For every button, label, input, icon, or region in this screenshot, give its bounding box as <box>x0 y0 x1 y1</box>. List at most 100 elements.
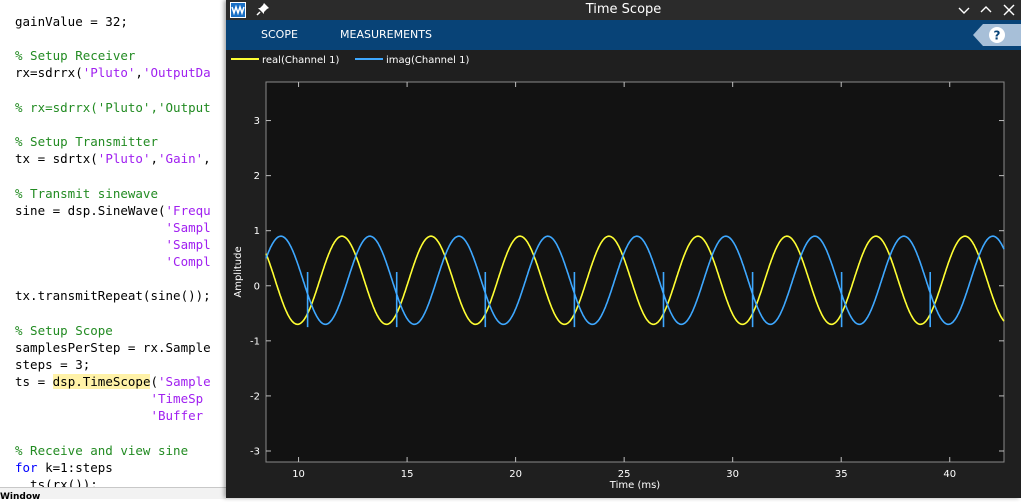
code-editor[interactable]: gainValue = 32; % Setup Receiver rx=sdrrx(… <box>0 0 226 498</box>
code-line: % Setup Scope <box>15 322 113 339</box>
command-window-label: Window <box>0 492 41 502</box>
code-token: , <box>150 151 159 167</box>
y-tick-label: -2 <box>250 391 260 402</box>
code-token: 'Sample <box>158 374 211 390</box>
toolstrip: SCOPE MEASUREMENTS ? <box>226 20 1021 50</box>
y-tick-label: 3 <box>254 116 260 127</box>
legend-swatch-imag <box>355 58 383 60</box>
code-token: 'TimeSp <box>150 391 204 407</box>
code-line: 'Compl <box>15 253 211 270</box>
code-line: tx = sdrtx('Pluto','Gain', <box>15 150 211 167</box>
maximize-chevron-icon[interactable] <box>978 2 994 18</box>
y-tick-label: 1 <box>254 226 260 237</box>
code-token: ( <box>150 374 159 390</box>
code-token: 'Sampl <box>165 219 211 235</box>
code-token: , <box>135 65 143 81</box>
tab-measurements[interactable]: MEASUREMENTS <box>340 28 432 41</box>
code-token: % Setup Transmitter <box>15 134 158 150</box>
series-layer <box>265 235 1005 328</box>
axis-ticks: 10 15 20 25 30 35 40 -3 -2 -1 0 1 2 3 <box>250 82 1004 480</box>
title-bar[interactable]: Time Scope <box>226 0 1021 20</box>
code-token: tx = sdrtx( <box>15 151 98 167</box>
y-tick-label: 2 <box>254 171 260 182</box>
code-token: 'Compl <box>165 254 211 270</box>
legend-item-imag[interactable]: imag(Channel 1) <box>355 50 469 71</box>
code-token: sine = dsp.SineWave( <box>15 202 166 218</box>
code-token: dsp.TimeScope <box>52 374 151 390</box>
legend-item-real[interactable]: real(Channel 1) <box>231 50 339 71</box>
y-tick-label: 0 <box>254 281 260 292</box>
code-token: % Receive and view sine <box>15 442 189 458</box>
legend-label-imag: imag(Channel 1) <box>386 55 470 66</box>
minimize-chevron-icon[interactable] <box>956 2 972 18</box>
code-token: 'Pluto' <box>82 65 136 81</box>
y-tick-label: -1 <box>250 336 260 347</box>
command-window-header[interactable]: Window <box>0 487 226 502</box>
code-token: % rx=sdrrx('Pluto','Output <box>15 99 211 115</box>
x-tick-label: 30 <box>726 469 739 480</box>
window-title: Time Scope <box>585 2 662 17</box>
code-line: % rx=sdrrx('Pluto','Output <box>15 99 211 116</box>
code-token <box>15 408 150 423</box>
code-token: k=1:steps <box>37 459 113 475</box>
code-token: 'Buffer <box>150 408 204 424</box>
code-line: steps = 3; <box>15 356 90 373</box>
code-token: 'Frequ <box>165 202 211 218</box>
code-token: , <box>203 151 211 167</box>
x-tick-label: 40 <box>943 469 956 480</box>
code-token: % Transmit sinewave <box>15 185 158 201</box>
code-token <box>15 220 166 235</box>
code-token: for <box>15 459 38 475</box>
code-token <box>15 391 150 406</box>
code-token: % Setup Receiver <box>15 48 136 64</box>
code-line: 'TimeSp <box>15 390 203 407</box>
legend-label-real: real(Channel 1) <box>262 55 340 66</box>
code-token: rx=sdrrx( <box>15 65 83 81</box>
x-axis-label: Time (ms) <box>609 480 661 491</box>
code-token: ts = <box>15 374 53 390</box>
code-line: tx.transmitRepeat(sine()); <box>15 287 211 304</box>
code-line: % Transmit sinewave <box>15 185 158 202</box>
code-token <box>15 237 166 252</box>
code-token: 'Pluto' <box>97 151 151 167</box>
code-line: rx=sdrrx('Pluto','OutputDa <box>15 64 211 81</box>
code-line: 'Sampl <box>15 219 211 236</box>
code-line: gainValue = 32; <box>15 13 128 30</box>
legend-swatch-real <box>231 58 259 60</box>
code-token: % Setup Scope <box>15 322 113 338</box>
code-token <box>15 254 166 269</box>
code-token: tx.transmitRepeat(sine()); <box>15 288 211 304</box>
close-icon[interactable] <box>1001 2 1017 18</box>
tab-scope[interactable]: SCOPE <box>261 28 298 41</box>
code-line: for k=1:steps <box>15 459 113 476</box>
x-tick-label: 10 <box>292 469 305 480</box>
svg-text:?: ? <box>994 29 1001 43</box>
code-token: samplesPerStep = rx.Sample <box>15 339 211 355</box>
code-line: sine = dsp.SineWave('Frequ <box>15 202 211 219</box>
code-token: steps = 3; <box>15 357 91 372</box>
time-plot[interactable]: 10 15 20 25 30 35 40 -3 -2 -1 0 1 2 3 Time (ms) Ampli… <box>226 71 1021 498</box>
code-line: 'Sampl <box>15 236 211 253</box>
code-line: % Receive and view sine <box>15 442 188 459</box>
legend[interactable]: real(Channel 1) imag(Channel 1) <box>226 50 1021 71</box>
code-token: gainValue = 32; <box>15 14 128 29</box>
x-tick-label: 15 <box>401 469 414 480</box>
code-token: 'OutputDa <box>142 65 211 81</box>
series-line-real <box>265 235 1005 326</box>
code-token: 'Sampl <box>165 236 211 252</box>
code-line: % Setup Transmitter <box>15 133 158 150</box>
series-line-imag <box>265 235 1005 328</box>
code-token: 'Gain' <box>158 151 204 167</box>
time-scope-window[interactable]: Time Scope SCOPE MEASUREMENTS ? real(Cha… <box>226 0 1021 498</box>
x-tick-label: 25 <box>618 469 631 480</box>
plot-area[interactable] <box>265 81 1005 463</box>
code-line: % Setup Receiver <box>15 47 135 64</box>
question-mark-icon[interactable]: ? <box>973 24 1021 46</box>
x-tick-label: 20 <box>509 469 522 480</box>
pin-icon[interactable] <box>256 2 270 16</box>
y-axis-label: Amplitude <box>233 246 244 297</box>
matlab-scope-app-icon <box>230 2 246 18</box>
code-line: ts = dsp.TimeScope('Sample <box>15 373 211 390</box>
x-tick-label: 35 <box>835 469 848 480</box>
code-line: 'Buffer <box>15 407 203 424</box>
